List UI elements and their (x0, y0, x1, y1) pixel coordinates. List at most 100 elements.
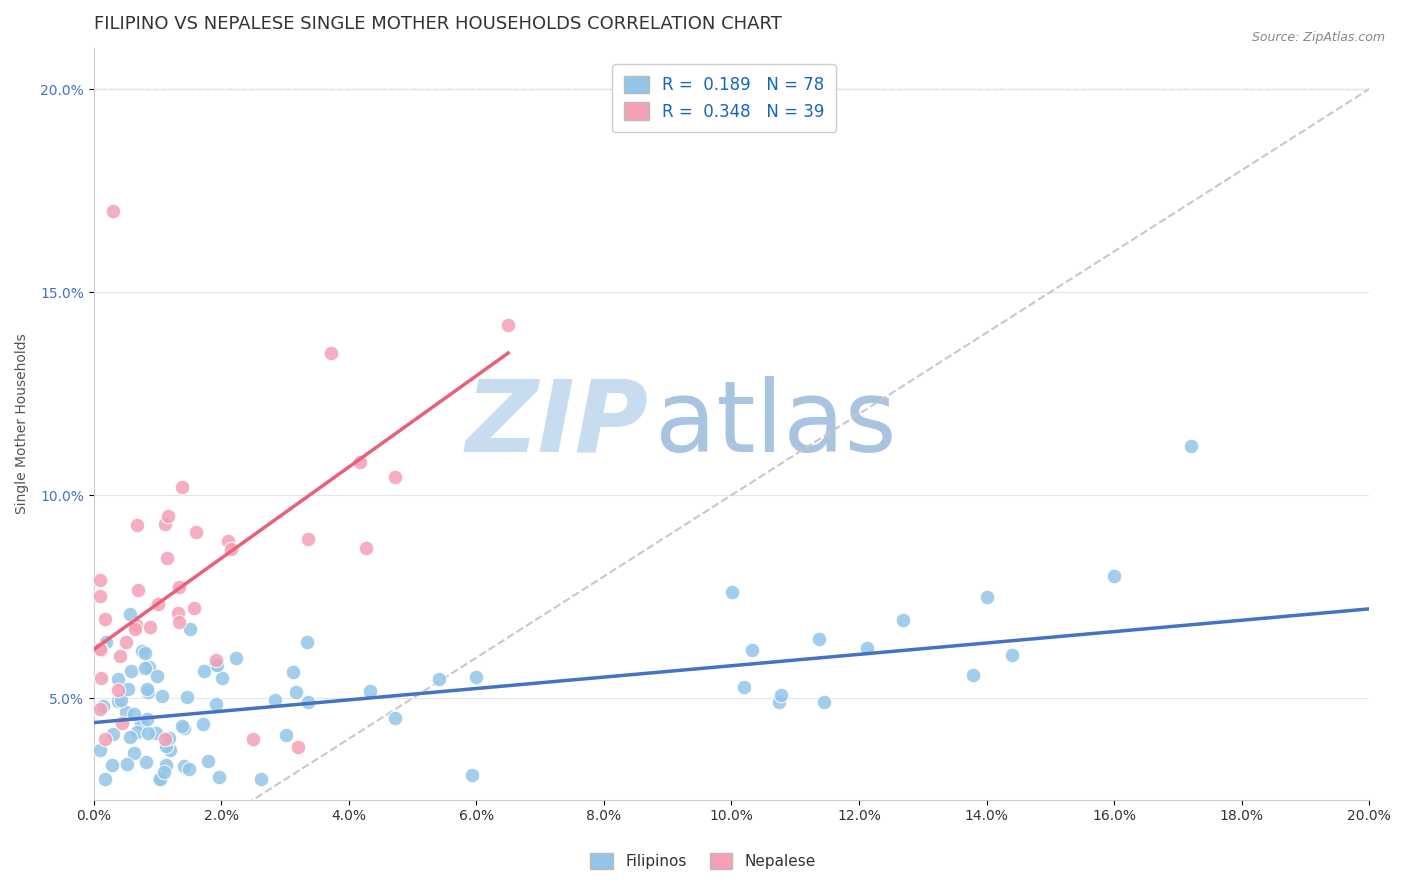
Point (131, 644, 153, 658)
Text: atlas: atlas (655, 376, 897, 473)
Point (150, 690, 173, 704)
Point (186, 524, 208, 539)
Point (107, 672, 129, 686)
Point (284, 684, 307, 698)
Point (156, 550, 179, 565)
Point (122, 707, 145, 722)
Point (205, 652, 228, 666)
Point (1001, 648, 1024, 662)
Point (768, 695, 790, 709)
Point (297, 533, 319, 547)
Point (465, 670, 488, 684)
Point (193, 664, 215, 678)
Point (135, 756, 157, 770)
Point (134, 646, 156, 660)
Point (94, 635, 117, 649)
Point (263, 692, 285, 706)
Point (460, 768, 482, 782)
Point (183, 601, 205, 615)
Point (136, 726, 159, 740)
Point (297, 695, 319, 709)
Text: FILIPINO VS NEPALESE SINGLE MOTHER HOUSEHOLDS CORRELATION CHART: FILIPINO VS NEPALESE SINGLE MOTHER HOUSE… (94, 15, 782, 33)
Text: ZIP: ZIP (465, 376, 648, 473)
Point (170, 480, 193, 494)
Point (172, 719, 194, 733)
Point (354, 541, 377, 556)
Point (153, 731, 176, 746)
Point (139, 620, 162, 634)
Point (101, 726, 124, 740)
Point (125, 725, 148, 739)
Point (89, 589, 111, 603)
Point (250, 772, 273, 787)
Point (91, 699, 114, 714)
Point (891, 613, 914, 627)
Point (120, 665, 142, 679)
Point (131, 716, 153, 731)
Point (1102, 569, 1125, 583)
Point (721, 585, 744, 599)
Point (145, 726, 167, 740)
Point (101, 758, 124, 772)
Point (176, 690, 198, 704)
Point (94, 612, 117, 626)
Point (125, 618, 148, 632)
Point (107, 682, 129, 697)
Point (205, 698, 228, 712)
Point (173, 721, 195, 735)
Point (149, 772, 172, 787)
Point (155, 739, 177, 753)
Point (242, 731, 264, 746)
Point (153, 516, 176, 531)
Point (107, 694, 129, 708)
Point (204, 657, 226, 672)
Point (101, 203, 124, 218)
Point (281, 665, 304, 679)
Point (135, 681, 157, 696)
Point (359, 683, 381, 698)
Point (122, 746, 145, 760)
Point (276, 728, 298, 742)
Y-axis label: Single Mother Households: Single Mother Households (15, 334, 30, 515)
Point (427, 672, 450, 686)
Point (115, 756, 138, 771)
Point (384, 470, 406, 484)
Point (211, 672, 233, 686)
Point (349, 455, 371, 469)
Point (111, 715, 134, 730)
Point (173, 759, 195, 773)
Point (167, 606, 190, 620)
Point (197, 754, 219, 768)
Point (807, 632, 830, 646)
Point (124, 622, 146, 636)
Point (127, 518, 149, 533)
Point (207, 770, 229, 784)
Point (177, 763, 200, 777)
Point (148, 597, 170, 611)
Point (287, 739, 309, 754)
Point (146, 669, 169, 683)
Point (1180, 439, 1202, 453)
Point (295, 635, 318, 649)
Point (219, 542, 242, 557)
Point (120, 730, 142, 744)
Point (138, 659, 160, 673)
Point (90, 643, 112, 657)
Point (148, 772, 170, 787)
Point (319, 346, 342, 360)
Point (813, 695, 835, 709)
Point (741, 643, 763, 657)
Point (856, 641, 879, 656)
Point (733, 681, 755, 695)
Point (153, 764, 176, 779)
Point (205, 657, 228, 672)
Point (134, 660, 156, 674)
Point (167, 615, 190, 629)
Point (115, 634, 138, 648)
Point (157, 731, 180, 746)
Point (976, 590, 998, 604)
Point (225, 651, 247, 665)
Point (94, 772, 117, 787)
Point (384, 711, 406, 725)
Point (156, 508, 179, 523)
